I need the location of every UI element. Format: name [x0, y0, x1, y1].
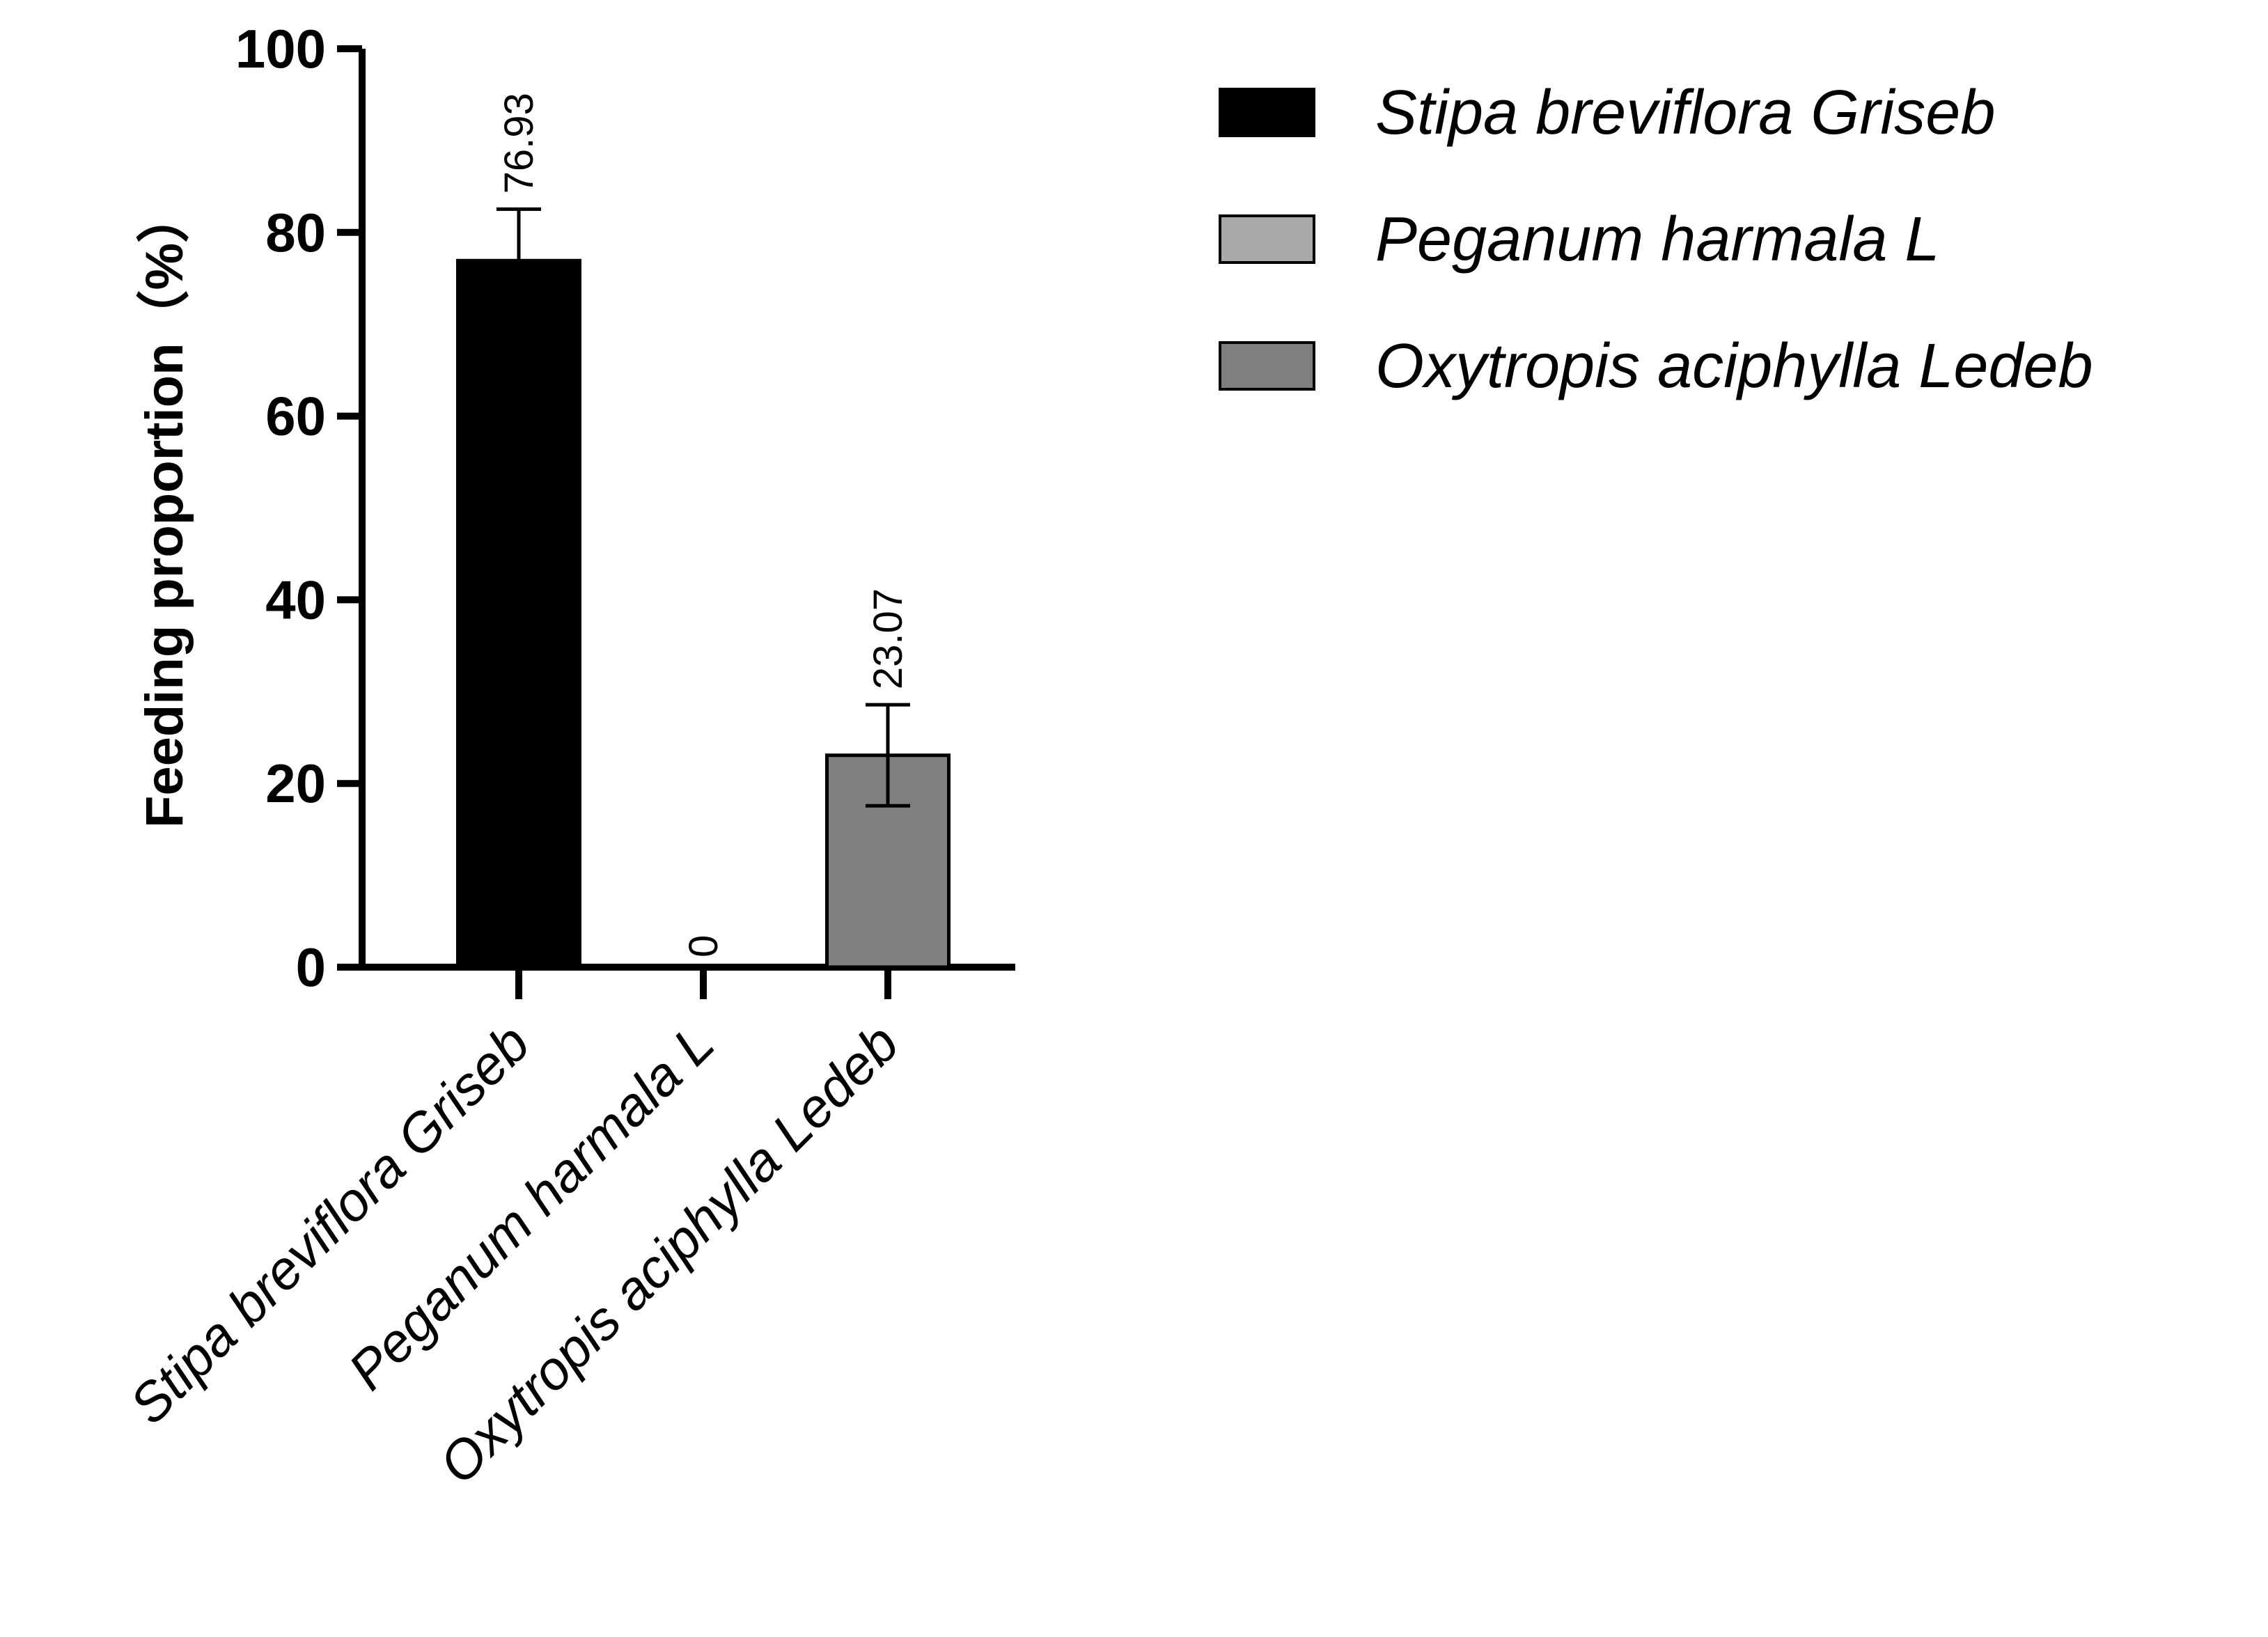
y-tick-label: 60 — [265, 386, 326, 447]
legend-swatch — [1219, 341, 1315, 391]
legend-swatch — [1219, 214, 1315, 264]
data-label: 76.93 — [496, 93, 542, 194]
bar — [456, 258, 581, 969]
legend: Stipa breviflora Griseb Peganum harmala L… — [1219, 78, 2093, 401]
data-label: 0 — [681, 935, 726, 957]
y-tick-label: 40 — [265, 569, 326, 630]
legend-swatch — [1219, 88, 1315, 137]
y-tick-label: 80 — [265, 202, 326, 263]
y-axis-title: Feeding proportion（%） — [135, 190, 194, 828]
y-tick-label: 0 — [296, 937, 326, 998]
bars: 76.93 0 23.07 — [456, 93, 951, 999]
legend-label: Stipa breviflora Griseb — [1375, 78, 1995, 148]
x-category-label: Peganum harmala L — [336, 1012, 726, 1402]
data-label: 23.07 — [866, 588, 911, 689]
y-tick-label: 100 — [235, 18, 326, 79]
y-ticks: 0 20 40 60 80 100 — [235, 18, 362, 998]
y-tick-label: 20 — [265, 753, 326, 814]
legend-label: Oxytropis aciphylla Ledeb — [1375, 331, 2093, 401]
legend-label: Peganum harmala L — [1375, 205, 1939, 274]
